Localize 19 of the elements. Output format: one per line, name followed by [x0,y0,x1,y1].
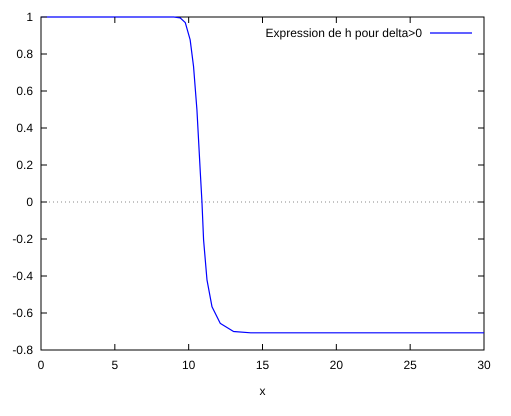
x-tick-label: 15 [256,358,270,372]
x-axis-title: x [260,384,266,398]
y-tick-label: -0.2 [12,232,34,246]
y-tick-label: 0.4 [16,121,34,135]
y-tick-label: 0 [26,195,34,209]
x-tick-label: 20 [330,358,344,372]
y-tick-label: 0.2 [16,158,34,172]
x-tick-label: 25 [403,358,418,372]
y-tick-label: 1 [26,10,34,24]
y-tick-label: -0.6 [12,306,34,320]
x-tick-label: 30 [477,358,491,372]
x-tick-label: 0 [38,358,45,372]
x-tick-label: 5 [111,358,118,372]
y-tick-label: 0.8 [16,47,34,61]
y-tick-label: -0.8 [12,343,34,357]
legend-label: Expression de h pour delta>0 [266,26,422,40]
x-tick-label: 10 [182,358,196,372]
y-tick-label: -0.4 [12,269,34,283]
y-tick-label: 0.6 [16,84,34,98]
